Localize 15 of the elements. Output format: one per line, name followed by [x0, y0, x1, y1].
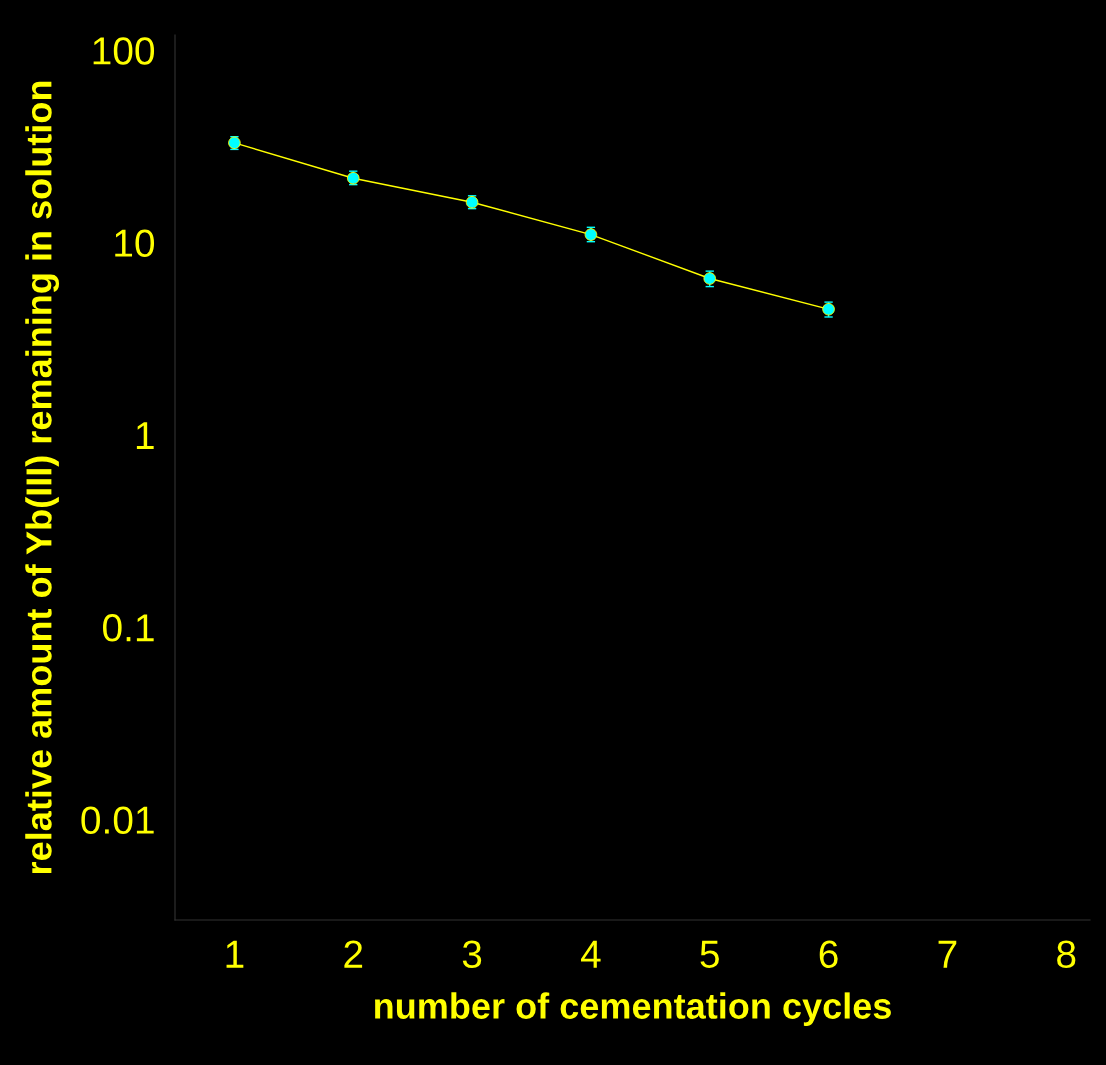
x-axis-title: number of cementation cycles — [375, 992, 891, 1027]
x-tick-label: 6 — [819, 940, 838, 969]
y-tick-label: 0.1 — [103, 614, 154, 642]
y-tick-label: 100 — [93, 37, 155, 65]
x-tick-label: 7 — [938, 940, 957, 968]
y-tick-label: 10 — [115, 229, 155, 258]
x-tick-label: 4 — [580, 940, 601, 968]
y-axis-title: relative amount of Yb(III) remaining in solution — [25, 81, 60, 874]
x-tick-label: 1 — [226, 940, 244, 968]
y-tick-label: 0.01 — [81, 806, 154, 834]
x-tick-label: 3 — [462, 940, 482, 969]
y-tick-label: 1 — [136, 422, 154, 449]
x-tick-label: 5 — [700, 940, 719, 969]
x-tick-label: 2 — [344, 940, 363, 968]
x-tick-label: 8 — [1057, 940, 1076, 969]
